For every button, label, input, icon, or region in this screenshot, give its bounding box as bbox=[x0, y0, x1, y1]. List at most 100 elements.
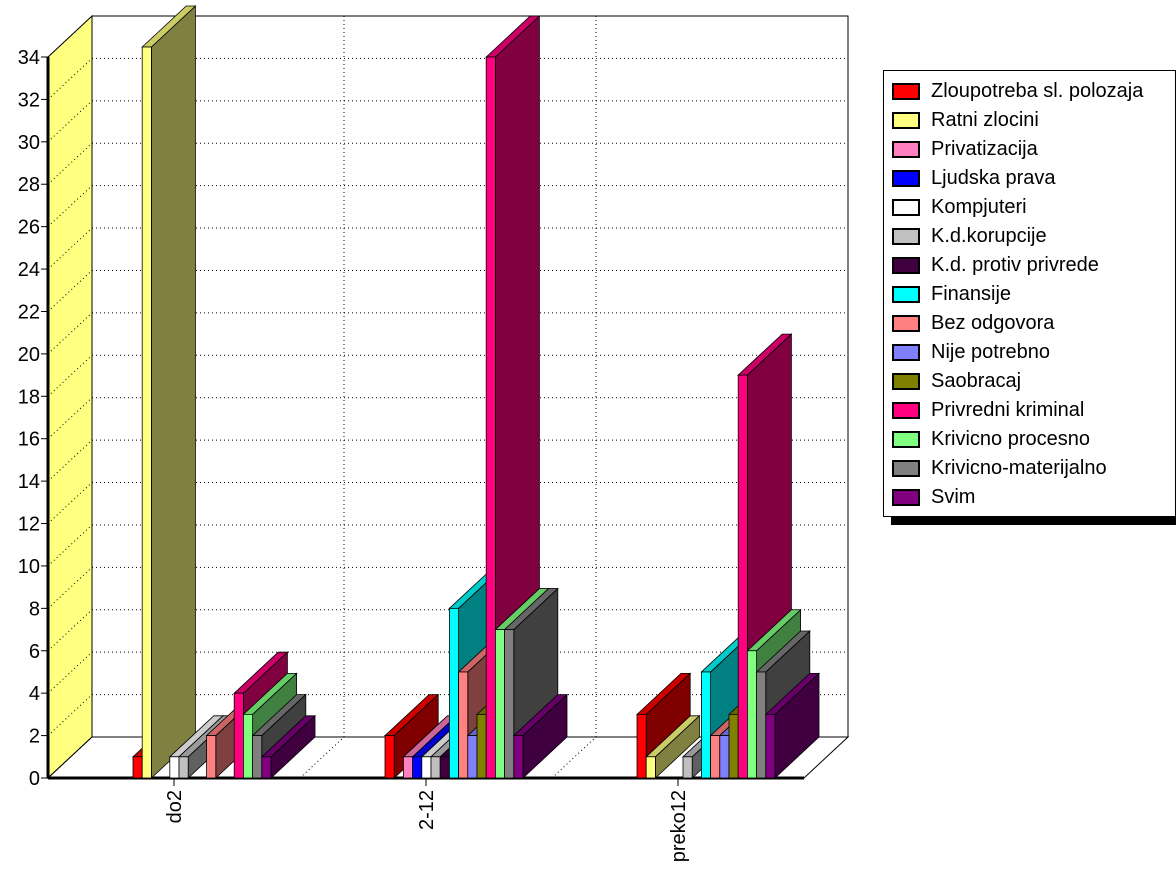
bar-2-12-9 bbox=[458, 671, 469, 779]
bar-preko12-14 bbox=[756, 671, 767, 779]
y-tick-label: 2 bbox=[29, 726, 40, 748]
y-tick-label: 30 bbox=[18, 132, 40, 154]
bar-2-12-11 bbox=[476, 713, 487, 779]
bar-do2-13 bbox=[242, 713, 253, 779]
bar-preko12-9 bbox=[710, 735, 721, 779]
left-wall bbox=[47, 14, 93, 780]
y-tick-label: 32 bbox=[18, 89, 40, 111]
y-tick-label: 26 bbox=[18, 217, 40, 239]
y-tick-label: 12 bbox=[18, 514, 40, 536]
bar-2-12-13 bbox=[494, 629, 505, 779]
legend-item: Privatizacija bbox=[892, 135, 1038, 164]
y-tick-label: 34 bbox=[18, 47, 40, 69]
legend-item: K.d. protiv privrede bbox=[892, 251, 1099, 280]
legend-swatch bbox=[892, 199, 920, 216]
legend-label: Ljudska prava bbox=[931, 167, 1056, 189]
legend-label: Kompjuteri bbox=[931, 196, 1027, 218]
y-tick-label: 22 bbox=[18, 301, 40, 323]
bar-preko12-6 bbox=[682, 756, 693, 779]
y-tick-label: 28 bbox=[18, 174, 40, 196]
bar-2-12-6 bbox=[430, 756, 441, 779]
y-tick-label: 6 bbox=[29, 641, 40, 663]
legend-label: K.d.korupcije bbox=[931, 225, 1047, 247]
legend-label: Privredni kriminal bbox=[931, 399, 1085, 421]
bar-2-12-14 bbox=[504, 629, 515, 779]
y-tick-label: 0 bbox=[29, 768, 40, 790]
bar-preko12-8 bbox=[701, 671, 712, 779]
bar-do2-2-side bbox=[150, 5, 196, 779]
legend-label: Finansije bbox=[931, 283, 1012, 305]
bar-2-12-15 bbox=[513, 735, 524, 779]
bar-do2-9 bbox=[206, 735, 217, 779]
bar-2-12-8 bbox=[448, 607, 459, 779]
legend-swatch bbox=[892, 489, 920, 506]
bar-2-12-7 bbox=[439, 756, 450, 779]
y-tick-label: 4 bbox=[29, 683, 40, 705]
bar-2-12-3 bbox=[402, 756, 413, 779]
legend-swatch bbox=[892, 373, 920, 390]
x-tick-label: preko12 bbox=[668, 790, 690, 862]
bar-preko12-11 bbox=[728, 713, 739, 779]
y-tick-label: 18 bbox=[18, 386, 40, 408]
x-tick-label: do2 bbox=[164, 790, 186, 823]
legend-item: Krivicno procesno bbox=[892, 425, 1090, 454]
bar-preko12-2 bbox=[645, 756, 656, 779]
y-tick-label: 8 bbox=[29, 598, 40, 620]
legend-item: Bez odgovora bbox=[892, 309, 1054, 338]
legend-label: Krivicno-materijalno bbox=[931, 457, 1107, 479]
bar-preko12-15 bbox=[765, 713, 776, 779]
legend-label: Zloupotreba sl. polozaja bbox=[931, 80, 1144, 102]
legend-swatch bbox=[892, 402, 920, 419]
legend-swatch bbox=[892, 228, 920, 245]
legend-swatch bbox=[892, 112, 920, 129]
bar-do2-2 bbox=[141, 46, 152, 779]
legend-label: Saobracaj bbox=[931, 370, 1022, 392]
legend: Zloupotreba sl. polozaja Ratni zlocini Pri… bbox=[883, 70, 1176, 517]
bar-2-12-10 bbox=[467, 735, 478, 779]
legend-swatch bbox=[892, 141, 920, 158]
bar-do2-15 bbox=[261, 756, 272, 779]
legend-item: Finansije bbox=[892, 280, 1011, 309]
legend-item: Svim bbox=[892, 483, 975, 512]
legend-swatch bbox=[892, 83, 920, 100]
legend-item: K.d.korupcije bbox=[892, 222, 1047, 251]
bar-preko12-1 bbox=[636, 713, 647, 779]
bar-do2-1 bbox=[132, 756, 143, 779]
y-tick-label: 24 bbox=[18, 259, 40, 281]
legend-item: Kompjuteri bbox=[892, 193, 1027, 222]
bar-do2-12 bbox=[233, 692, 244, 779]
legend-label: Ratni zlocini bbox=[931, 109, 1039, 131]
legend-swatch bbox=[892, 344, 920, 361]
bar-2-12-4 bbox=[412, 756, 423, 779]
bar-do2-6 bbox=[178, 756, 189, 779]
legend-swatch bbox=[892, 286, 920, 303]
legend-item: Ratni zlocini bbox=[892, 106, 1039, 135]
legend-item: Saobracaj bbox=[892, 367, 1021, 396]
legend-item: Krivicno-materijalno bbox=[892, 454, 1107, 483]
y-tick-label: 16 bbox=[18, 429, 40, 451]
legend-item: Zloupotreba sl. polozaja bbox=[892, 77, 1143, 106]
legend-swatch bbox=[892, 315, 920, 332]
y-tick-label: 20 bbox=[18, 344, 40, 366]
legend-label: Privatizacija bbox=[931, 138, 1038, 160]
legend-item: Ljudska prava bbox=[892, 164, 1056, 193]
legend-label: Bez odgovora bbox=[931, 312, 1055, 334]
bar-2-12-1 bbox=[384, 735, 395, 779]
bar-2-12-12 bbox=[485, 56, 496, 779]
legend-label: Nije potrebno bbox=[931, 341, 1050, 363]
bar-do2-14 bbox=[252, 735, 263, 779]
bar-do2-5 bbox=[169, 756, 180, 779]
legend-swatch bbox=[892, 170, 920, 187]
legend-item: Privredni kriminal bbox=[892, 396, 1084, 425]
y-tick-label: 10 bbox=[18, 556, 40, 578]
legend-label: Krivicno procesno bbox=[931, 428, 1090, 450]
legend-swatch bbox=[892, 431, 920, 448]
bar-preko12-13 bbox=[747, 650, 758, 779]
bar-preko12-10 bbox=[719, 735, 730, 779]
legend-item: Nije potrebno bbox=[892, 338, 1050, 367]
x-tick-label: 2-12 bbox=[416, 790, 438, 830]
bar-preko12-12 bbox=[737, 374, 748, 779]
legend-label: Svim bbox=[931, 486, 976, 508]
legend-swatch bbox=[892, 257, 920, 274]
